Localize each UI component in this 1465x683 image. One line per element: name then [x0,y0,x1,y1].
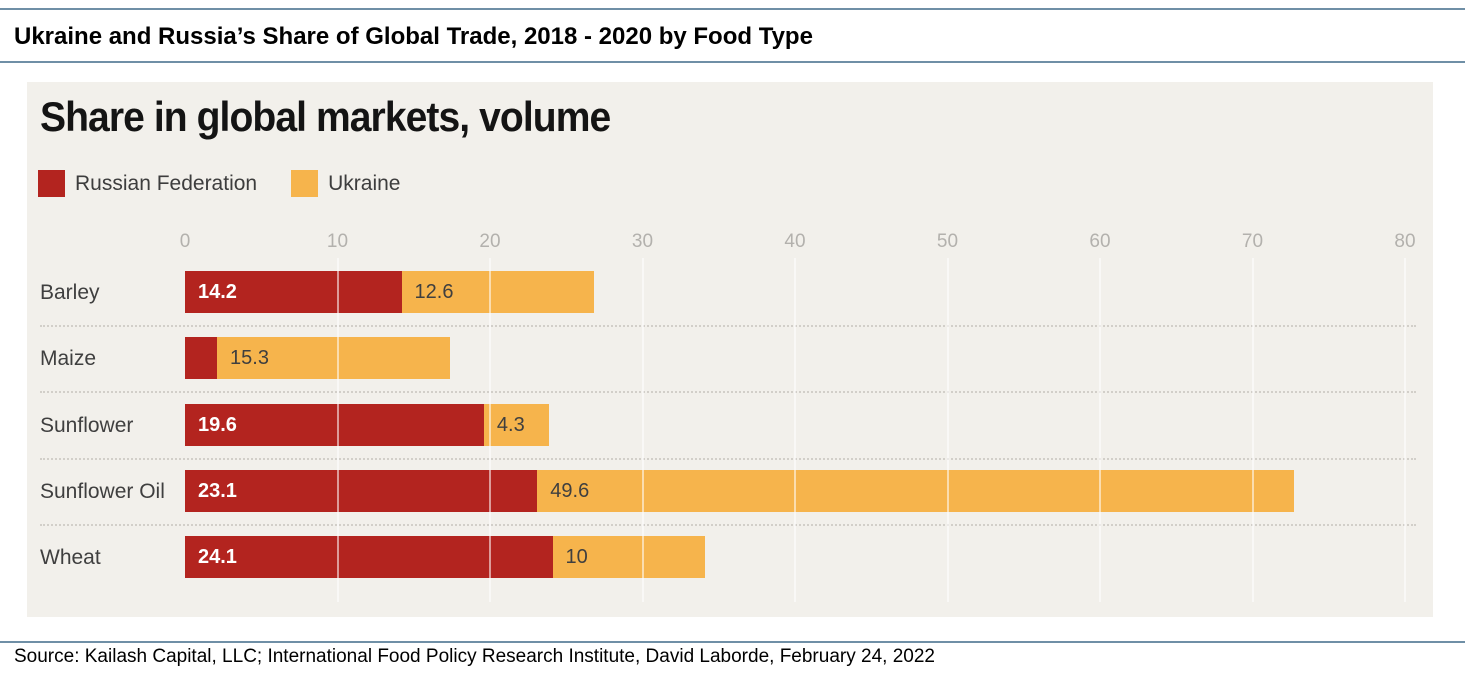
legend-item-ukraine: Ukraine [291,170,400,197]
gridline [946,258,949,602]
bar-segment-russia [185,337,218,380]
category-label: Wheat [40,546,101,569]
bar-segment-ukraine [401,271,594,313]
value-label-ukraine: 12.6 [414,281,454,303]
value-label-russia: 24.1 [198,546,237,568]
bar-segment-ukraine [537,469,1294,512]
x-axis-tick: 40 [784,231,806,252]
top-rule [0,8,1465,10]
legend: Russian Federation Ukraine [38,170,400,197]
legend-item-russian-federation: Russian Federation [38,170,257,197]
row-separator [40,325,1416,327]
row-separator [40,523,1416,526]
x-axis-tick: 70 [1241,231,1264,252]
value-label-russia: 23.1 [198,479,237,502]
value-label-ukraine: 4.3 [496,413,525,436]
bar-segment-russia [185,536,553,578]
gridline [1099,258,1101,602]
chart-panel: Share in global markets, volume Russian … [27,82,1433,617]
legend-swatch [38,170,65,197]
x-axis-tick: 80 [1394,231,1416,252]
legend-label: Russian Federation [75,171,258,195]
gridline [489,258,491,602]
category-label: Sunflower Oil [40,479,165,503]
x-axis-tick: 20 [479,231,501,252]
bar-segment-russia [185,271,402,313]
footer-divider [0,641,1465,643]
value-label-ukraine: 49.6 [550,479,590,502]
legend-label: Ukraine [328,171,401,195]
page-title: Ukraine and Russia’s Share of Global Tra… [14,23,813,50]
category-label: Barley [40,281,100,304]
header-divider [0,61,1465,63]
x-axis-tick: 30 [631,231,654,252]
bar-segment-russia [185,469,538,512]
value-label-ukraine: 15.3 [230,347,269,370]
bar-segment-ukraine [217,337,451,380]
bar-segment-ukraine [483,403,550,446]
value-label-ukraine: 10 [565,546,588,568]
row-separator [40,391,1416,394]
gridline [1404,258,1406,602]
legend-swatch [291,170,319,197]
gridline [794,258,796,602]
category-label: Sunflower [40,413,134,437]
gridline [1251,258,1254,602]
source-text: Source: Kailash Capital, LLC; Internatio… [14,646,935,667]
x-axis-tick: 60 [1089,231,1111,252]
x-axis-tick: 10 [326,231,349,252]
gridline [336,258,339,602]
category-label: Maize [40,347,97,371]
x-axis-tick: 0 [179,231,191,252]
value-label-russia: 19.6 [198,413,237,436]
chart-title: Share in global markets, volume [40,93,611,140]
value-label-russia: 14.2 [198,281,237,303]
x-axis-tick: 50 [936,231,959,252]
bar-segment-russia [185,403,484,446]
bar-segment-ukraine [552,536,706,578]
gridline [641,258,644,602]
row-separator [40,457,1416,460]
